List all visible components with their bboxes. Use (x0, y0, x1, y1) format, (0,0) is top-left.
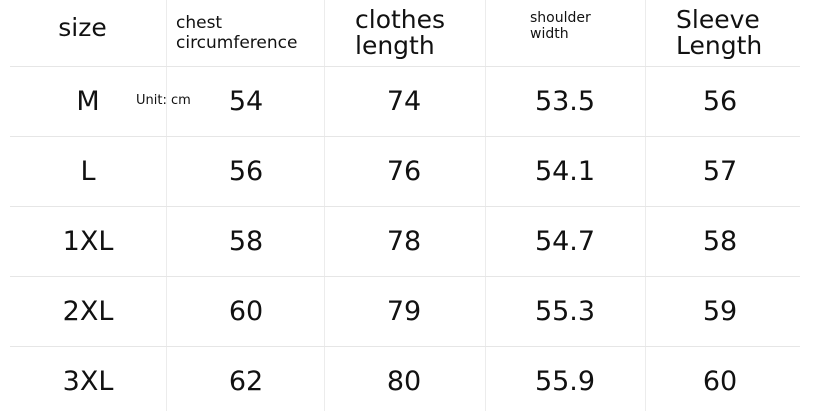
cell-length: 80 (386, 365, 422, 397)
cell-shoulder: 54.7 (534, 225, 596, 257)
cell-sleeve: 60 (702, 365, 738, 397)
cell-sleeve: 56 (702, 85, 738, 117)
divider (10, 66, 800, 67)
cell-sleeve: 57 (702, 155, 738, 187)
cell-length: 76 (386, 155, 422, 187)
header-line: width (530, 26, 569, 42)
cell-length: 74 (386, 85, 422, 117)
header-line: clothes (355, 5, 446, 34)
cell-chest: 54 (228, 85, 264, 117)
header-line: Length (676, 31, 763, 60)
cell-size: M (76, 85, 100, 117)
divider (645, 0, 646, 411)
unit-label: Unit: cm (136, 93, 191, 108)
cell-shoulder: 55.9 (534, 365, 596, 397)
header-line: shoulder (530, 10, 591, 26)
cell-length: 79 (386, 295, 422, 327)
header-shoulder-width: shoulder width (530, 0, 640, 66)
cell-shoulder: 54.1 (534, 155, 596, 187)
cell-chest: 60 (228, 295, 264, 327)
cell-chest: 58 (228, 225, 264, 257)
divider (10, 276, 800, 277)
cell-size: 2XL (62, 295, 114, 327)
header-clothes-length: clothes length (355, 0, 480, 66)
cell-size: L (80, 155, 96, 187)
header-sleeve-length: Sleeve Length (676, 0, 796, 66)
header-chest: chest circumference (176, 0, 321, 66)
cell-chest: 62 (228, 365, 264, 397)
cell-shoulder: 55.3 (534, 295, 596, 327)
divider (324, 0, 325, 411)
cell-chest: 56 (228, 155, 264, 187)
cell-sleeve: 58 (702, 225, 738, 257)
header-size: size (58, 13, 107, 42)
cell-length: 78 (386, 225, 422, 257)
header-line: length (355, 31, 435, 60)
header-line: circumference (176, 33, 298, 53)
cell-shoulder: 53.5 (534, 85, 596, 117)
divider (10, 136, 800, 137)
cell-size: 3XL (62, 365, 114, 397)
divider (485, 0, 486, 411)
header-line: chest (176, 13, 223, 33)
cell-sleeve: 59 (702, 295, 738, 327)
divider (166, 0, 167, 411)
divider (10, 206, 800, 207)
header-line: Sleeve (676, 5, 760, 34)
divider (10, 346, 800, 347)
cell-size: 1XL (62, 225, 114, 257)
